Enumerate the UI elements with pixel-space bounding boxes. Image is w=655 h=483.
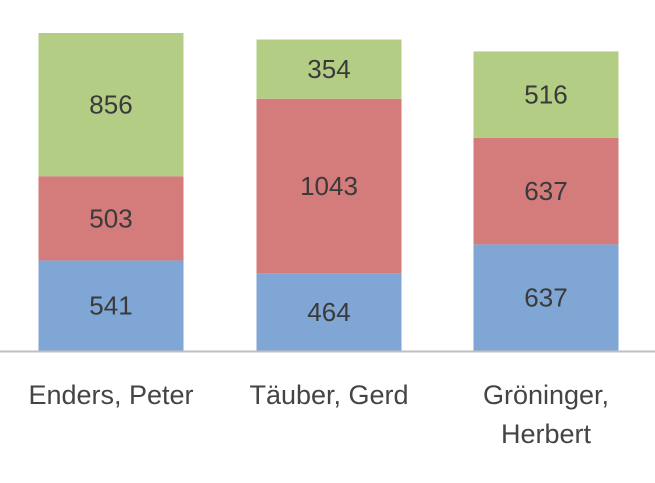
data-label: 503 xyxy=(89,203,132,233)
bar-segment xyxy=(256,98,402,274)
data-label: 516 xyxy=(524,80,567,110)
category-label: Gröninger, xyxy=(483,380,609,410)
data-label: 354 xyxy=(307,54,350,84)
bar-segment xyxy=(38,260,184,351)
bar-segment xyxy=(256,273,402,351)
bars-group xyxy=(38,33,619,351)
bar-segment xyxy=(38,33,184,177)
data-label: 1043 xyxy=(300,171,358,201)
data-labels-group: 541 503 856 464 1043 354 637 637 516 xyxy=(89,54,567,327)
category-label: Enders, Peter xyxy=(28,380,193,410)
data-label: 637 xyxy=(524,283,567,313)
bar-segment xyxy=(473,244,619,351)
data-label: 856 xyxy=(89,90,132,120)
category-label: Herbert xyxy=(501,419,592,449)
category-label: Täuber, Gerd xyxy=(249,380,408,410)
category-labels-group: Enders, Peter Täuber, Gerd Gröninger, Herbe… xyxy=(28,380,609,449)
bar-segment xyxy=(473,137,619,245)
bar-segment xyxy=(256,39,402,99)
data-label: 637 xyxy=(524,176,567,206)
bar-segment xyxy=(38,176,184,261)
data-label: 464 xyxy=(307,297,350,327)
data-label: 541 xyxy=(89,291,132,321)
bar-segment xyxy=(473,51,619,138)
